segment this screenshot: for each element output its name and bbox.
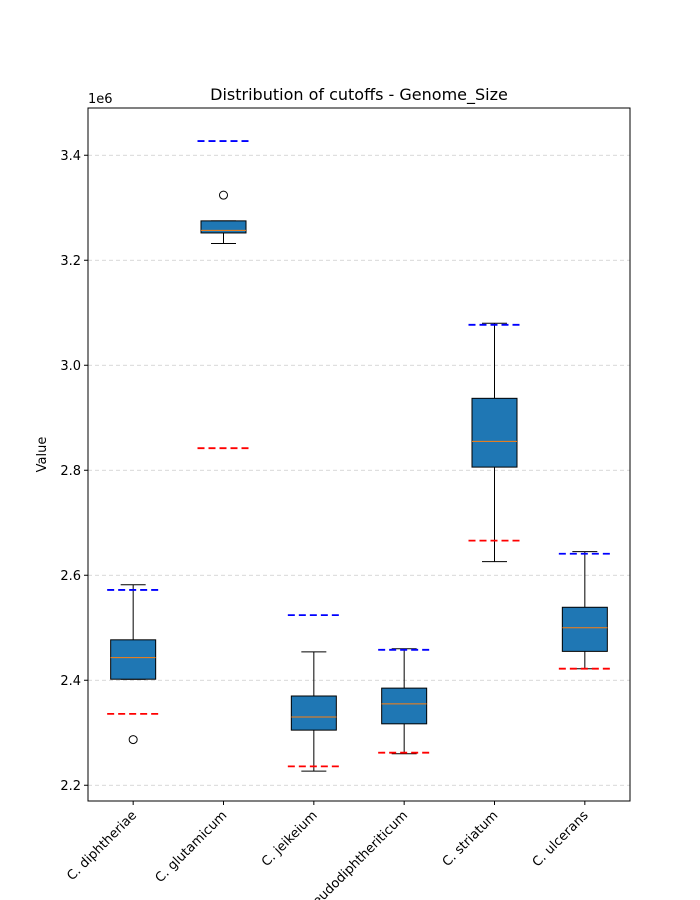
x-tick-label: C. glutamicum	[153, 808, 231, 886]
box-iqr	[290, 695, 337, 731]
x-axis-ticks: C. diphtheriae C. glutamicum C. jeikeium C.…	[64, 801, 592, 900]
y-tick-label: 2.2	[60, 779, 81, 794]
y-tick-label: 3.2	[60, 254, 81, 269]
y-tick-label: 2.6	[60, 569, 81, 584]
outlier-point	[219, 190, 228, 200]
cutoff-lines	[107, 140, 611, 768]
box-group	[471, 322, 518, 563]
box-group	[561, 551, 608, 670]
chart-title: Distribution of cutoffs - Genome_Size	[210, 85, 508, 105]
box-iqr	[471, 397, 518, 468]
box-iqr	[110, 639, 157, 680]
box-iqr	[561, 606, 608, 652]
box-group	[290, 651, 337, 772]
y-tick-label: 2.4	[60, 674, 81, 689]
grid-lines	[88, 154, 630, 786]
box-group	[110, 584, 157, 745]
plot-frame	[87, 107, 631, 802]
outlier-point	[128, 735, 138, 745]
box-iqr	[381, 687, 428, 725]
box-group	[200, 190, 247, 244]
box-iqr	[200, 220, 247, 234]
y-axis-offset-label: 1e6	[88, 92, 113, 107]
y-tick-label: 2.8	[60, 464, 81, 479]
x-tick-label: C. ulcerans	[530, 808, 592, 870]
y-axis-label: Value	[35, 437, 50, 473]
y-axis-ticks: 2.2 2.4 2.6 2.8 3.0 3.2 3.4	[60, 149, 88, 794]
x-tick-label: C. diphtheriae	[64, 808, 140, 884]
box-series	[110, 190, 608, 772]
y-tick-label: 3.4	[60, 149, 81, 164]
x-tick-label: C. striatum	[440, 808, 502, 870]
box-group	[381, 648, 428, 755]
x-tick-label: C. jeikeium	[259, 808, 321, 870]
y-tick-label: 3.0	[60, 359, 81, 374]
